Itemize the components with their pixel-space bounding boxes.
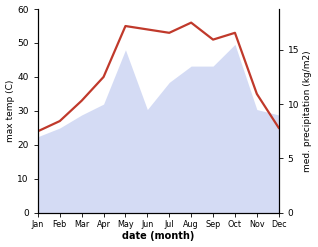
Y-axis label: max temp (C): max temp (C): [5, 80, 15, 142]
X-axis label: date (month): date (month): [122, 231, 195, 242]
Y-axis label: med. precipitation (kg/m2): med. precipitation (kg/m2): [303, 50, 313, 172]
